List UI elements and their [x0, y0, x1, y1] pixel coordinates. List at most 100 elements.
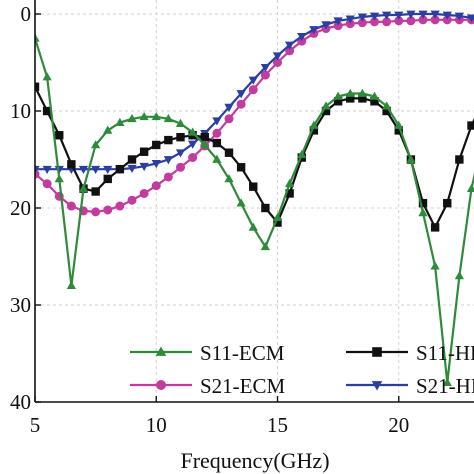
legend-marker [371, 381, 383, 391]
data-point [224, 103, 234, 112]
data-point [443, 198, 452, 208]
data-point [175, 149, 186, 158]
data-point [394, 11, 404, 20]
data-point [248, 222, 258, 231]
data-point [42, 72, 52, 81]
data-point [273, 58, 282, 67]
x-tick-label: 10 [146, 413, 167, 437]
series-group [35, 10, 474, 386]
data-point [200, 132, 209, 142]
data-point [42, 106, 52, 116]
data-point [370, 17, 379, 27]
data-point [272, 212, 283, 222]
legend-marker [156, 380, 166, 390]
data-point [35, 82, 40, 91]
legend-marker [372, 347, 382, 357]
data-point [346, 94, 355, 103]
data-point [139, 188, 149, 198]
data-point [224, 148, 234, 157]
data-point [212, 117, 222, 126]
data-point [358, 94, 367, 103]
data-point [249, 182, 258, 191]
data-point [370, 97, 379, 106]
data-point [466, 14, 474, 23]
data-point [152, 140, 161, 150]
data-point [127, 195, 137, 205]
data-point [309, 26, 319, 35]
data-point [357, 18, 367, 28]
data-point [78, 183, 89, 192]
data-point [418, 208, 428, 217]
data-point [200, 140, 210, 149]
data-point [369, 91, 380, 100]
x-tick-label: 5 [30, 413, 41, 437]
data-point [285, 178, 295, 188]
data-point [454, 12, 464, 21]
data-point [454, 271, 464, 280]
legend: S11-ECM S11-HFSS S21-ECM S21-HFSS [130, 341, 474, 398]
data-point [91, 187, 100, 196]
data-point [188, 153, 198, 163]
data-point [333, 21, 343, 31]
data-point [175, 118, 186, 127]
data-point [406, 154, 416, 163]
series-s11-ecm [35, 33, 474, 386]
data-point [406, 16, 416, 26]
data-point [139, 111, 149, 121]
data-point [418, 198, 428, 208]
data-point [467, 121, 474, 130]
axis-ticks: 5 10 15 20 0 10 20 30 40 [10, 2, 409, 437]
data-point [163, 172, 173, 182]
data-point [66, 280, 76, 289]
data-point [406, 10, 416, 19]
x-axis-title: Frequency(GHz) [180, 448, 329, 473]
data-point [103, 174, 112, 184]
data-point [103, 125, 113, 134]
data-point [382, 17, 392, 27]
legend-item-s21-ecm: S21-ECM [130, 374, 286, 398]
data-point [309, 126, 319, 135]
data-point [430, 15, 440, 25]
data-point [78, 165, 89, 175]
data-point [260, 70, 270, 80]
data-point [369, 12, 380, 21]
legend-item-s11-ecm: S11-ECM [130, 341, 285, 365]
data-point [430, 223, 440, 232]
data-point [285, 46, 295, 56]
y-tick-label: 0 [21, 2, 32, 26]
data-point [164, 135, 173, 145]
data-point [91, 140, 101, 149]
data-point [103, 165, 113, 175]
data-point [42, 165, 52, 175]
data-point [103, 205, 113, 215]
data-point [127, 155, 137, 164]
legend-label: S11-HFSS [416, 341, 474, 365]
legend-marker [155, 346, 167, 356]
data-point [261, 203, 270, 213]
data-point [297, 149, 307, 159]
data-point [54, 174, 64, 183]
data-point [260, 241, 270, 251]
data-point [297, 32, 307, 42]
data-point [442, 377, 452, 386]
data-point [236, 198, 246, 207]
data-point [442, 15, 452, 25]
data-point [115, 165, 125, 174]
legend-item-s11-hfss: S11-HFSS [346, 341, 474, 365]
data-point [272, 52, 283, 61]
data-point [212, 128, 222, 138]
data-point [394, 126, 403, 135]
data-point [418, 15, 428, 25]
data-point [115, 201, 125, 211]
data-point [224, 174, 234, 183]
data-point [151, 160, 161, 169]
data-point [91, 165, 101, 175]
data-point [115, 117, 125, 126]
data-point [382, 106, 391, 116]
y-tick-label: 20 [10, 196, 31, 220]
x-tick-label: 20 [388, 413, 409, 437]
legend-item-s21-hfss: S21-HFSS [346, 374, 474, 398]
data-point [345, 19, 355, 29]
data-point [151, 111, 161, 121]
